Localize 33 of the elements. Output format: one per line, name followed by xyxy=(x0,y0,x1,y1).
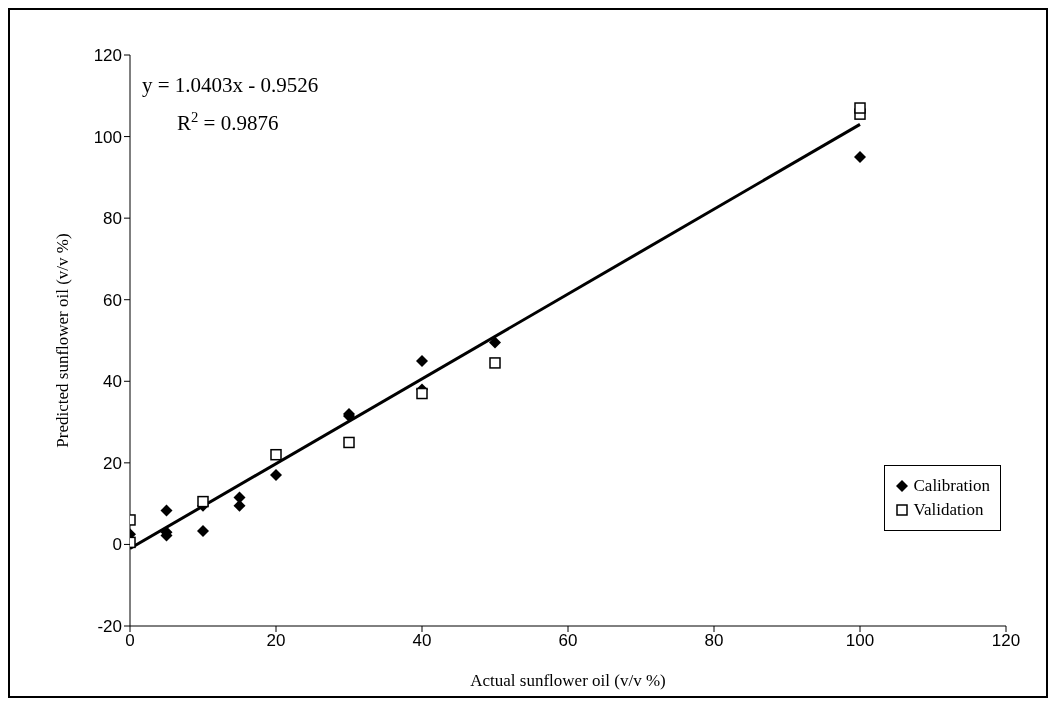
legend-label: Validation xyxy=(913,500,984,520)
y-tick-label: 80 xyxy=(103,209,122,229)
x-tick-label: 0 xyxy=(125,631,135,651)
x-tick-label: 20 xyxy=(266,631,286,651)
y-tick-label: 60 xyxy=(103,290,122,310)
x-tick-label: 40 xyxy=(412,631,432,651)
y-tick-label: -20 xyxy=(97,617,122,637)
point xyxy=(489,336,501,349)
point xyxy=(270,469,282,482)
point xyxy=(197,495,209,508)
point xyxy=(854,150,866,163)
point xyxy=(343,436,355,449)
point xyxy=(270,448,282,461)
point xyxy=(416,354,428,367)
annotation: R$^{2}$ = 0.9876 xyxy=(177,109,279,135)
y-axis-title: Predicted sunflower oil (v/v %) xyxy=(53,233,73,448)
x-tick-label: 120 xyxy=(991,631,1021,651)
x-tick-label: 60 xyxy=(558,631,578,651)
y-tick-label: 120 xyxy=(93,46,122,66)
point xyxy=(854,102,866,114)
y-tick-label: 20 xyxy=(103,453,122,473)
point xyxy=(489,357,501,369)
point xyxy=(160,504,173,517)
point xyxy=(197,524,209,537)
point xyxy=(416,387,428,400)
annotation: y = 1.0403x - 0.9526 xyxy=(142,73,319,97)
legend-label: Calibration xyxy=(913,476,990,496)
y-tick-label: 40 xyxy=(103,372,122,392)
x-tick-label: 100 xyxy=(845,631,875,651)
y-tick-label: 0 xyxy=(112,535,122,555)
x-tick-label: 80 xyxy=(704,631,724,651)
x-axis-title: Actual sunflower oil (v/v %) xyxy=(470,671,666,690)
y-tick-label: 100 xyxy=(93,127,122,147)
